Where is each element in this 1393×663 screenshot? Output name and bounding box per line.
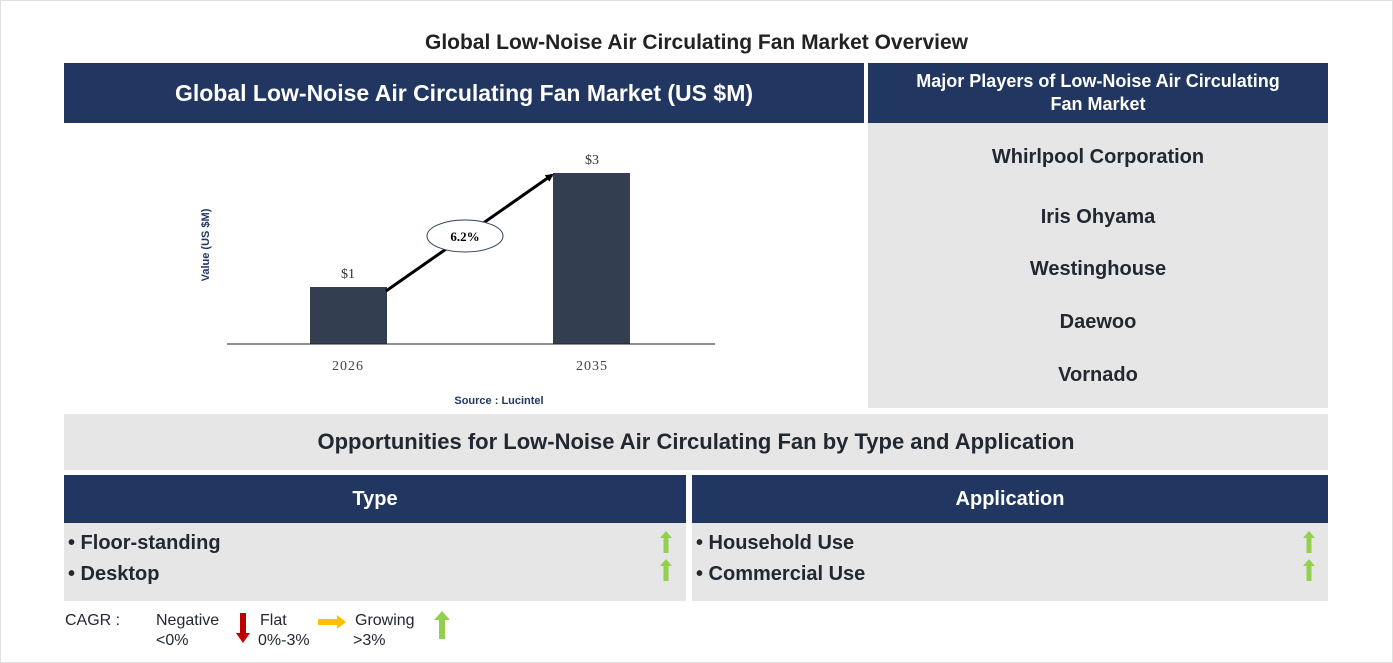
players-header-text: Major Players of Low-Noise Air Circulati… — [916, 71, 1280, 114]
growing-arrow-icon — [660, 531, 672, 553]
bar-value-2035: $3 — [585, 153, 599, 168]
negative-arrow-icon — [236, 613, 250, 643]
growing-arrow-icon — [434, 611, 450, 639]
x-tick-2035: 2035 — [576, 359, 608, 374]
application-header: Application — [692, 475, 1328, 523]
bar-2026 — [310, 287, 387, 344]
application-list: • Household Use • Commercial Use — [692, 523, 1328, 601]
player-item: Vornado — [1058, 364, 1138, 386]
x-tick-2026: 2026 — [332, 359, 364, 374]
page-title: Global Low-Noise Air Circulating Fan Mar… — [424, 31, 968, 54]
cagr-ellipse — [426, 219, 504, 253]
chart-svg: Value (US $M) $1 $3 2026 2035 6.2% Sourc… — [200, 153, 715, 407]
type-header: Type — [64, 475, 686, 523]
application-item-commercial: • Commercial Use — [696, 563, 866, 585]
growing-arrow-icon — [660, 559, 672, 581]
legend-growing-label: Growing — [355, 612, 415, 629]
legend-growing-range: >3% — [353, 632, 386, 649]
players-panel-header: Major Players of Low-Noise Air Circulati… — [868, 63, 1328, 123]
player-item: Iris Ohyama — [1040, 206, 1156, 228]
type-item-floor-standing: • Floor-standing — [68, 532, 221, 554]
legend-negative-label: Negative — [156, 612, 220, 629]
players-list: Whirlpool Corporation Iris Ohyama Westin… — [868, 123, 1328, 408]
chart-source: Source : Lucintel — [454, 395, 543, 407]
legend-title: CAGR : — [65, 612, 121, 629]
opportunities-title: Opportunities for Low-Noise Air Circulat… — [64, 414, 1328, 470]
bar-2035 — [553, 173, 630, 344]
player-item: Daewoo — [1059, 311, 1137, 333]
cagr-value: 6.2% — [450, 229, 479, 244]
flat-arrow-icon — [318, 615, 346, 629]
player-item: Whirlpool Corporation — [991, 146, 1205, 168]
type-list: • Floor-standing • Desktop — [64, 523, 686, 601]
legend-flat-label: Flat — [260, 612, 287, 629]
market-bar-chart: Value (US $M) $1 $3 2026 2035 6.2% Sourc… — [64, 123, 864, 410]
type-item-desktop: • Desktop — [68, 563, 160, 585]
legend-negative-range: <0% — [156, 632, 189, 649]
chart-panel-header: Global Low-Noise Air Circulating Fan Mar… — [64, 63, 864, 123]
y-axis-label: Value (US $M) — [200, 208, 212, 281]
bar-value-2026: $1 — [341, 267, 355, 282]
legend-flat-range: 0%-3% — [258, 632, 310, 649]
player-item: Westinghouse — [1029, 258, 1167, 280]
growing-arrow-icon — [1303, 531, 1315, 553]
application-item-household: • Household Use — [696, 532, 855, 554]
growing-arrow-icon — [1303, 559, 1315, 581]
